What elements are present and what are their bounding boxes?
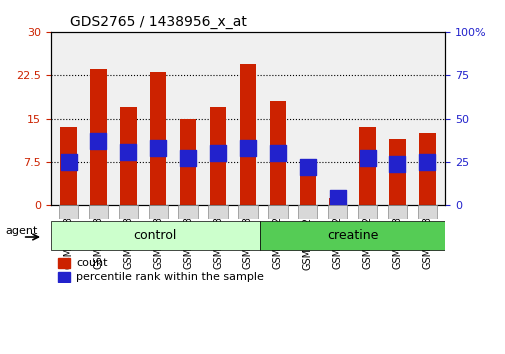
- Bar: [120, 107, 136, 205]
- FancyBboxPatch shape: [327, 205, 346, 219]
- FancyBboxPatch shape: [417, 205, 436, 219]
- Bar: [59, 272, 70, 282]
- FancyBboxPatch shape: [260, 221, 444, 250]
- Point: [333, 195, 341, 201]
- FancyBboxPatch shape: [238, 205, 257, 219]
- Bar: [149, 72, 166, 205]
- Bar: [59, 258, 70, 268]
- Point: [64, 159, 72, 165]
- FancyBboxPatch shape: [208, 205, 227, 219]
- Text: GDS2765 / 1438956_x_at: GDS2765 / 1438956_x_at: [70, 16, 247, 29]
- FancyBboxPatch shape: [118, 205, 138, 219]
- Point: [124, 149, 132, 154]
- Point: [363, 156, 371, 161]
- FancyBboxPatch shape: [268, 205, 287, 219]
- FancyBboxPatch shape: [178, 205, 197, 219]
- Text: creatine: creatine: [326, 229, 378, 242]
- Bar: [210, 107, 226, 205]
- Text: agent: agent: [5, 225, 37, 236]
- Bar: [418, 133, 435, 205]
- Point: [214, 150, 222, 156]
- FancyBboxPatch shape: [387, 205, 407, 219]
- Bar: [299, 159, 315, 205]
- Text: count: count: [76, 258, 108, 268]
- Point: [423, 159, 431, 165]
- Point: [243, 145, 251, 151]
- Point: [154, 145, 162, 151]
- Point: [392, 161, 400, 166]
- Bar: [359, 127, 375, 205]
- Point: [184, 156, 192, 161]
- Bar: [180, 119, 196, 205]
- Point: [94, 138, 103, 144]
- Point: [303, 164, 311, 170]
- Text: percentile rank within the sample: percentile rank within the sample: [76, 272, 264, 282]
- FancyBboxPatch shape: [88, 205, 108, 219]
- Point: [273, 150, 281, 156]
- Bar: [388, 139, 405, 205]
- FancyBboxPatch shape: [357, 205, 377, 219]
- Text: control: control: [133, 229, 177, 242]
- FancyBboxPatch shape: [148, 205, 168, 219]
- FancyBboxPatch shape: [50, 221, 260, 250]
- Bar: [60, 127, 77, 205]
- Bar: [239, 64, 256, 205]
- Bar: [90, 69, 107, 205]
- Bar: [269, 101, 285, 205]
- FancyBboxPatch shape: [297, 205, 317, 219]
- FancyBboxPatch shape: [59, 205, 78, 219]
- Bar: [329, 198, 345, 205]
